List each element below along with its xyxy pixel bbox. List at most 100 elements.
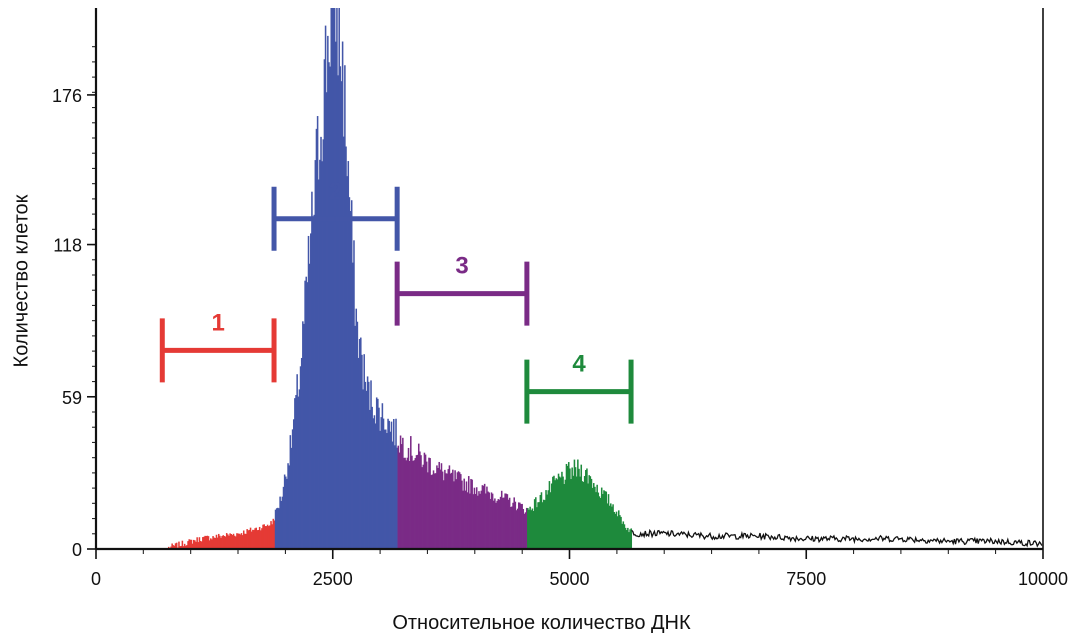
histogram-bin-region-3 [473,487,476,549]
histogram-bin-region-3 [510,506,512,549]
histogram-bin-region-1 [222,535,225,549]
histogram-bin-region-1 [265,526,268,549]
histogram-bin-region-4 [536,507,538,549]
histogram-bin-region-4 [570,479,572,549]
histogram-bin-region-1 [229,533,231,549]
histogram-bin-region-4 [553,475,555,549]
histogram-bin-region-4 [628,532,630,549]
histogram-bin-region-2 [369,409,371,549]
histogram-bin-region-3 [524,512,527,549]
histogram-bin-region-2 [331,8,334,549]
histogram-bin-region-2 [316,116,319,549]
axes: 0 59 118 176 0 2500 5000 7500 10000 [52,8,1068,589]
histogram-bin-region-3 [494,498,496,549]
histogram-bin-region-3 [467,476,470,549]
histogram-bin-region-2 [286,478,288,549]
histogram-bin-region-3 [463,478,465,549]
x-tick-label: 7500 [786,569,826,589]
histogram-bin-region-3 [488,492,490,549]
histogram-bin-region-4 [587,483,589,549]
histogram-bin-region-3 [441,471,444,549]
histogram-bin-region-4 [563,484,565,549]
histogram-bin-region-3 [489,498,492,549]
histogram-bin-region-2 [366,376,369,549]
histogram-bin-region-2 [370,380,372,549]
histogram-bin-region-2 [292,419,295,549]
histogram-bin-region-2 [373,415,376,549]
histogram-bin-region-2 [329,66,331,549]
histogram-bin-region-4 [612,504,614,549]
histogram-bars [167,8,633,550]
histogram-outline [631,528,1043,548]
histogram-bin-region-3 [523,513,526,549]
histogram-bin-region-2 [290,447,293,549]
histogram-bin-region-2 [308,263,311,549]
histogram-bin-region-1 [273,520,276,549]
histogram-bin-region-2 [389,431,392,549]
histogram-bin-region-2 [387,418,389,549]
histogram-bin-region-2 [346,176,348,549]
histogram-bin-region-3 [469,493,471,549]
histogram-bin-region-2 [279,496,281,549]
histogram-bin-region-2 [338,8,340,549]
histogram-bin-region-2 [300,357,303,549]
histogram-bin-region-3 [429,458,431,549]
histogram-bin-region-2 [307,235,310,549]
histogram-bin-region-2 [302,321,304,549]
histogram-bin-region-3 [424,454,427,549]
histogram-bin-region-1 [217,533,220,549]
histogram-bin-region-2 [317,179,320,550]
histogram-bin-region-2 [323,59,326,549]
histogram-bin-region-3 [421,467,423,549]
histogram-bin-region-4 [586,468,588,549]
histogram-bin-region-4 [561,471,563,549]
histogram-bin-region-3 [474,493,477,549]
histogram-bin-region-2 [287,463,289,549]
histogram-bin-region-3 [402,437,404,549]
histogram-bin-region-3 [413,460,415,549]
histogram-bin-region-1 [181,540,184,549]
histogram-bin-region-1 [250,531,253,549]
histogram-bin-region-1 [238,533,240,549]
histogram-bin-region-3 [416,454,419,549]
histogram-bin-region-3 [499,496,502,549]
histogram-bin-region-2 [306,282,309,549]
histogram-bin-region-4 [608,505,611,549]
histogram-bin-region-1 [200,541,203,549]
histogram-bin-region-1 [271,524,273,549]
histogram-bin-region-1 [230,534,233,549]
histogram-bin-region-3 [407,447,410,549]
histogram-bin-region-4 [531,508,534,549]
histogram-bin-region-3 [496,500,498,549]
y-tick-label: 118 [53,236,82,256]
histogram-bin-region-2 [344,65,346,550]
histogram-bin-region-2 [324,25,327,550]
histogram-bin-region-2 [361,354,363,549]
histogram-bin-region-2 [363,354,365,549]
histogram-bin-region-3 [399,435,402,549]
histogram-bin-region-2 [380,417,383,549]
histogram-bin-region-2 [391,441,394,549]
histogram-bin-region-1 [207,536,210,549]
histogram-bin-region-3 [419,451,421,549]
histogram-bin-region-4 [616,516,619,549]
histogram-bin-region-1 [252,529,254,549]
histogram-bin-region-3 [486,486,488,549]
histogram-bin-region-4 [552,476,554,549]
histogram-bin-region-4 [594,486,596,549]
histogram-bin-region-3 [449,473,452,549]
histogram-bin-region-3 [513,497,515,549]
histogram-bin-region-4 [537,502,539,549]
histogram-bin-region-3 [398,452,401,549]
histogram-bin-region-2 [374,423,377,549]
histogram-bin-region-4 [558,476,561,549]
histogram-bin-region-1 [249,527,252,549]
histogram-bin-region-1 [224,536,227,549]
histogram-bin-region-3 [456,472,459,549]
histogram-bin-region-2 [337,75,339,549]
histogram-bin-region-3 [490,492,493,549]
histogram-bin-region-1 [173,545,176,549]
histogram-bin-region-3 [480,490,483,549]
histogram-bin-region-2 [345,146,347,549]
histogram-bin-region-1 [208,540,211,549]
